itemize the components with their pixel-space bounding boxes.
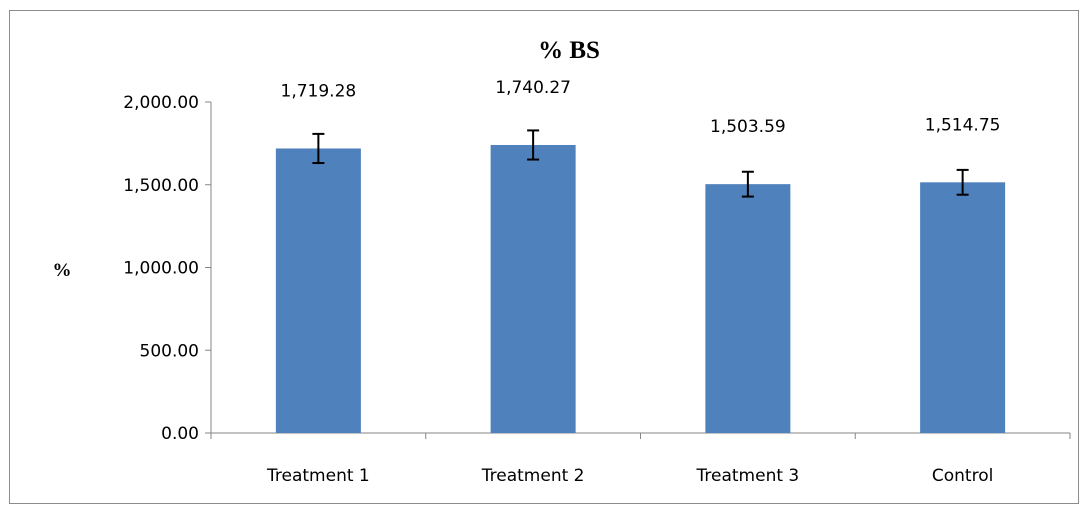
data-label: 1,740.27 xyxy=(495,78,571,98)
bar xyxy=(705,184,791,433)
plot-area: 0.00 500.00 1,000.00 1,500.00 2,000.00 1,719.… xyxy=(123,78,1071,486)
y-tick-label: 1,500.00 xyxy=(123,176,199,196)
data-label: 1,514.75 xyxy=(925,115,1001,135)
bar xyxy=(920,182,1006,433)
bar xyxy=(275,148,361,433)
y-axis-label: % xyxy=(53,260,72,281)
bar xyxy=(490,144,576,433)
y-tick-label: 1,000.00 xyxy=(123,259,199,279)
y-tick-label: 2,000.00 xyxy=(123,93,199,113)
chart-title: % BS xyxy=(538,37,600,64)
data-label: 1,503.59 xyxy=(710,117,786,137)
x-tick-label: Control xyxy=(932,466,993,486)
x-tick-label: Treatment 3 xyxy=(696,466,800,486)
data-label: 1,719.28 xyxy=(281,81,357,101)
x-tick-label: Treatment 1 xyxy=(266,466,370,486)
y-tick-label: 500.00 xyxy=(140,341,199,361)
x-tick-label: Treatment 2 xyxy=(481,466,585,486)
y-tick-label: 0.00 xyxy=(161,424,199,444)
